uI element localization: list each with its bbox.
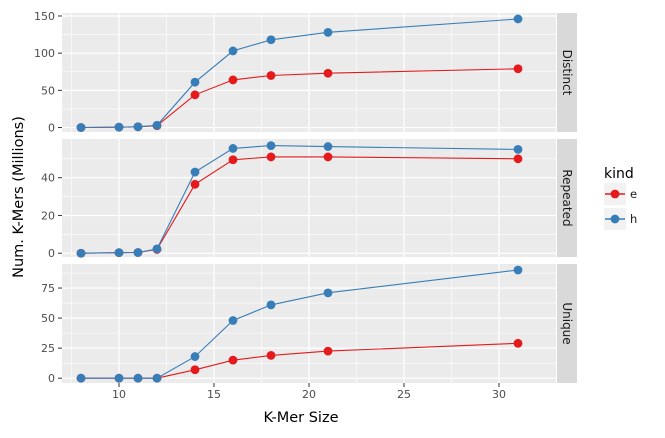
y-tick-label: 0 [48, 372, 55, 385]
facet-strip [557, 13, 577, 132]
data-point-h [133, 373, 143, 383]
data-point-h [133, 248, 143, 257]
data-point-h [114, 373, 124, 383]
data-point-h [114, 122, 124, 132]
data-point-h [114, 248, 124, 258]
x-tick-label: 20 [302, 388, 316, 401]
panel-distinct: 0 50 100 150 Distinct [34, 10, 577, 135]
y-tick-label: 100 [34, 47, 55, 60]
data-point-e [266, 71, 276, 80]
facet-strip [557, 139, 577, 257]
panel-unique: 0 25 50 75 Unique [41, 264, 577, 385]
y-tick-label: 25 [41, 342, 55, 355]
y-tick-label: 75 [41, 282, 55, 295]
data-point-e [190, 179, 200, 189]
data-point-e [266, 152, 276, 162]
data-point-h [76, 373, 86, 383]
x-tick-label: 30 [492, 388, 506, 401]
legend-key-point [610, 189, 620, 199]
data-point-e [513, 154, 523, 164]
data-point-e [323, 68, 333, 78]
y-axis-title: Num. K-Mers (Millions) [11, 116, 27, 278]
x-axis-title: K-Mer Size [264, 410, 339, 426]
data-point-h [266, 300, 276, 310]
data-point-h [76, 123, 86, 132]
data-point-e [266, 350, 276, 360]
data-point-h [513, 144, 523, 154]
data-point-h [266, 141, 276, 151]
data-point-h [228, 144, 238, 153]
data-point-e [513, 338, 523, 348]
x-tick-label: 15 [207, 388, 221, 401]
y-tick-label: 40 [41, 172, 55, 185]
y-tick-label: 50 [41, 312, 55, 325]
data-point-h [190, 77, 200, 87]
panel-repeated: 0 20 40 Repeated [41, 139, 577, 260]
facet-strip-label: Unique [560, 302, 574, 344]
data-point-h [323, 288, 333, 298]
legend-label: h [630, 212, 637, 226]
data-point-h [513, 14, 523, 24]
data-point-h [152, 120, 162, 130]
legend-key-point [610, 214, 620, 224]
facet-strip-label: Repeated [560, 169, 574, 226]
x-tick-label: 10 [112, 388, 126, 401]
data-point-e [513, 64, 523, 74]
data-point-h [228, 46, 238, 56]
data-point-h [152, 244, 162, 254]
x-axis-ticks: 10 15 20 25 30 [112, 383, 506, 401]
legend-item-e: e [604, 183, 637, 205]
data-point-h [133, 122, 143, 132]
y-tick-label: 50 [41, 84, 55, 97]
y-tick-label: 150 [34, 10, 55, 23]
legend-title: kind [604, 166, 634, 182]
data-point-h [228, 316, 238, 325]
data-point-e [190, 90, 200, 100]
data-point-e [323, 346, 333, 356]
data-point-h [513, 265, 523, 275]
y-tick-label: 20 [41, 209, 55, 222]
data-point-h [76, 248, 86, 258]
data-point-h [323, 142, 333, 151]
data-point-h [190, 352, 200, 361]
data-point-e [228, 155, 238, 165]
data-point-h [323, 27, 333, 37]
facet-strip-label: Distinct [560, 50, 574, 96]
y-tick-label: 0 [48, 247, 55, 260]
x-tick-label: 25 [397, 388, 411, 401]
data-point-h [190, 167, 200, 177]
data-point-e [190, 365, 200, 375]
y-tick-label: 0 [48, 122, 55, 135]
legend-label: e [630, 187, 637, 201]
facet-strip [557, 264, 577, 383]
data-point-e [228, 355, 238, 365]
data-point-e [323, 152, 333, 162]
data-point-e [228, 75, 238, 85]
legend: kind eh [604, 166, 637, 230]
data-point-h [152, 373, 162, 383]
legend-item-h: h [604, 208, 637, 230]
chart-panels: 0 50 100 150 Distinct 0 20 40 Repeated 0 25 50 75 Uni… [34, 10, 577, 385]
data-point-h [266, 35, 276, 45]
